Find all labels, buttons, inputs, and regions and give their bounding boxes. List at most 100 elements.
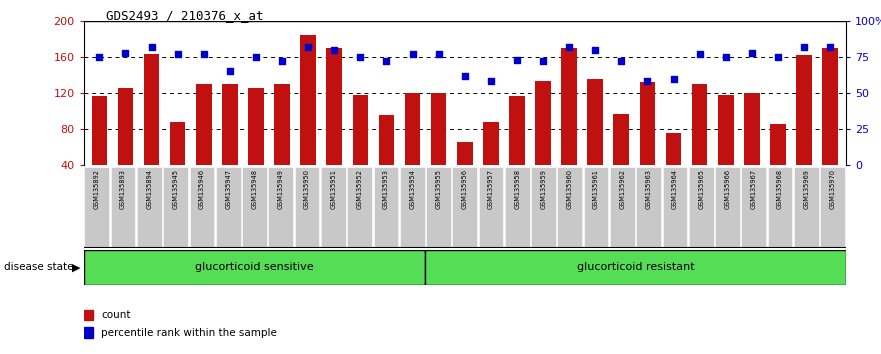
Bar — [300, 35, 316, 165]
Bar — [84, 310, 93, 320]
Text: GSM135892: GSM135892 — [94, 169, 100, 209]
Bar — [326, 48, 342, 165]
Text: GSM135967: GSM135967 — [751, 169, 757, 209]
Text: GSM135945: GSM135945 — [173, 169, 179, 209]
Bar — [822, 48, 838, 165]
Text: GSM135894: GSM135894 — [146, 169, 152, 209]
Point — [719, 54, 733, 60]
Text: GDS2493 / 210376_x_at: GDS2493 / 210376_x_at — [106, 9, 263, 22]
FancyBboxPatch shape — [610, 167, 634, 247]
FancyBboxPatch shape — [347, 167, 372, 247]
Point — [692, 51, 707, 57]
Text: count: count — [101, 310, 130, 320]
FancyBboxPatch shape — [189, 167, 214, 247]
Bar — [535, 81, 551, 165]
Text: GSM135893: GSM135893 — [120, 169, 126, 209]
Bar — [561, 48, 577, 165]
FancyBboxPatch shape — [531, 167, 556, 247]
Text: GSM135957: GSM135957 — [488, 169, 494, 209]
Point — [589, 47, 603, 53]
FancyBboxPatch shape — [400, 167, 425, 247]
Bar — [170, 122, 186, 165]
FancyBboxPatch shape — [426, 250, 846, 285]
FancyBboxPatch shape — [374, 167, 398, 247]
Bar — [84, 327, 93, 338]
Point — [510, 57, 524, 63]
Text: GSM135964: GSM135964 — [672, 169, 678, 209]
Text: GSM135953: GSM135953 — [383, 169, 389, 209]
Text: glucorticoid resistant: glucorticoid resistant — [577, 262, 694, 272]
Text: GSM135958: GSM135958 — [515, 169, 521, 209]
Point — [327, 47, 341, 53]
Text: GSM135946: GSM135946 — [199, 169, 205, 209]
Text: GSM135949: GSM135949 — [278, 169, 284, 209]
Point — [223, 69, 237, 74]
Text: GSM135948: GSM135948 — [251, 169, 257, 209]
Point — [744, 50, 759, 56]
Point — [797, 44, 811, 50]
Bar — [92, 96, 107, 165]
Text: GSM135959: GSM135959 — [541, 169, 546, 209]
Bar — [613, 114, 629, 165]
FancyBboxPatch shape — [216, 167, 241, 247]
Point — [432, 51, 446, 57]
Bar — [196, 84, 211, 165]
Text: GSM135956: GSM135956 — [462, 169, 468, 209]
Bar — [692, 84, 707, 165]
FancyBboxPatch shape — [242, 167, 267, 247]
Bar — [274, 84, 290, 165]
Point — [380, 58, 394, 64]
Point — [249, 54, 263, 60]
Bar — [588, 80, 603, 165]
FancyBboxPatch shape — [295, 167, 320, 247]
FancyBboxPatch shape — [715, 167, 740, 247]
Bar — [457, 142, 472, 165]
Point — [353, 54, 367, 60]
Text: GSM135965: GSM135965 — [699, 169, 704, 209]
FancyBboxPatch shape — [742, 167, 766, 247]
Text: GSM135962: GSM135962 — [619, 169, 626, 209]
FancyBboxPatch shape — [137, 167, 162, 247]
Text: GSM135966: GSM135966 — [724, 169, 730, 209]
Text: GSM135954: GSM135954 — [409, 169, 415, 209]
Text: GSM135951: GSM135951 — [330, 169, 337, 209]
Point — [301, 44, 315, 50]
Text: ▶: ▶ — [72, 262, 81, 272]
Bar — [483, 122, 499, 165]
Text: GSM135970: GSM135970 — [830, 169, 835, 209]
FancyBboxPatch shape — [820, 167, 845, 247]
Bar — [248, 88, 263, 165]
Text: glucorticoid sensitive: glucorticoid sensitive — [196, 262, 314, 272]
Point — [536, 58, 550, 64]
Point — [275, 58, 289, 64]
Point — [823, 44, 837, 50]
Bar — [379, 115, 395, 165]
FancyBboxPatch shape — [269, 167, 293, 247]
Point — [771, 54, 785, 60]
Bar — [640, 82, 655, 165]
FancyBboxPatch shape — [163, 167, 188, 247]
Bar — [144, 55, 159, 165]
Bar — [796, 55, 811, 165]
FancyBboxPatch shape — [794, 167, 818, 247]
Bar — [509, 96, 525, 165]
Text: GSM135955: GSM135955 — [435, 169, 441, 209]
Point — [562, 44, 576, 50]
Text: GSM135950: GSM135950 — [304, 169, 310, 209]
Point — [144, 44, 159, 50]
FancyBboxPatch shape — [478, 167, 503, 247]
Bar — [222, 84, 238, 165]
Text: GSM135960: GSM135960 — [566, 169, 573, 209]
Point — [666, 76, 680, 81]
Point — [196, 51, 211, 57]
Bar — [404, 93, 420, 165]
Point — [93, 54, 107, 60]
Bar — [718, 95, 734, 165]
Bar — [770, 124, 786, 165]
FancyBboxPatch shape — [558, 167, 582, 247]
Text: GSM135961: GSM135961 — [593, 169, 599, 209]
Point — [171, 51, 185, 57]
Point — [484, 79, 498, 84]
FancyBboxPatch shape — [505, 167, 529, 247]
Point — [640, 79, 655, 84]
